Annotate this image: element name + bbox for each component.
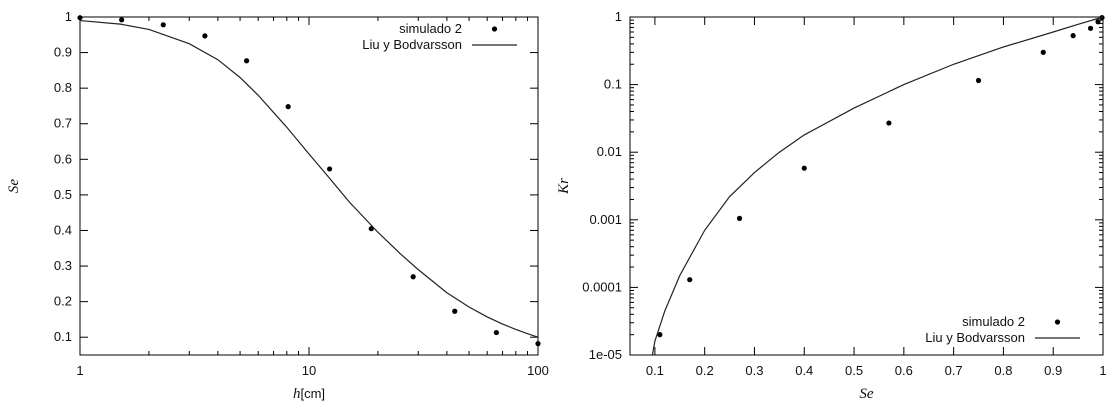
x-tick-label: 0.9 xyxy=(1044,363,1062,378)
data-point-simulado-2 xyxy=(326,166,333,172)
y-tick-label: 0.1 xyxy=(604,77,622,92)
x-tick-label: 0.8 xyxy=(994,363,1012,378)
y-tick-label: 0.2 xyxy=(54,294,72,309)
y-tick-label: 0.7 xyxy=(54,116,72,131)
x-tick-label: 0.2 xyxy=(696,363,714,378)
y-tick-label: 0.6 xyxy=(54,151,72,166)
legend-label: Liu y Bodvarsson xyxy=(925,330,1025,345)
y-tick-label: 0.0001 xyxy=(582,279,622,294)
data-point-simulado-2 xyxy=(77,15,83,21)
plot-frame xyxy=(79,16,539,356)
y-tick-label: 0.4 xyxy=(54,222,72,237)
data-point-simulado-2 xyxy=(535,341,541,347)
x-tick-label: 100 xyxy=(527,363,549,378)
x-axis-label: Se xyxy=(859,386,874,401)
chart-kr-vs-se: 0.1 0.2 0.3 0.4 0.5 0.6 0.7 0.8 0.9 1 1e-05 0.0001 0… xyxy=(556,9,1107,401)
data-point-simulado-2 xyxy=(160,22,166,28)
data-point-simulado-2 xyxy=(1070,33,1076,39)
x-tick-label: 1 xyxy=(1099,363,1106,378)
x-tick-label: 0.3 xyxy=(745,363,763,378)
x-tick-label: 1 xyxy=(76,363,83,378)
x-axis-label: h[cm] xyxy=(293,386,325,401)
x-tick-label: 0.6 xyxy=(895,363,913,378)
series-line-liu-y-bodvarsson xyxy=(651,16,1104,355)
data-point-simulado-2 xyxy=(452,308,458,314)
data-point-simulado-2 xyxy=(886,120,892,126)
data-point-simulado-2 xyxy=(975,77,982,84)
legend-point-swatch xyxy=(491,26,498,32)
y-tick-label: 1e-05 xyxy=(589,347,622,362)
x-tick-label: 0.1 xyxy=(646,363,664,378)
y-tick-label: 1 xyxy=(615,9,622,24)
x-tick-label: 0.7 xyxy=(945,363,963,378)
data-point-simulado-2 xyxy=(244,58,250,64)
data-point-simulado-2 xyxy=(410,274,416,280)
y-axis-label: Kr xyxy=(556,178,572,195)
y-tick-label: 0.3 xyxy=(54,258,72,273)
data-point-simulado-2 xyxy=(1087,25,1094,31)
data-point-simulado-2 xyxy=(801,165,807,171)
legend-label: simulado 2 xyxy=(399,21,462,36)
y-tick-label: 0.8 xyxy=(54,80,72,95)
y-tick-label: 0.5 xyxy=(54,187,72,202)
series-line-liu-y-bodvarsson xyxy=(80,19,539,338)
x-tick-label: 0.5 xyxy=(845,363,863,378)
legend-point-swatch xyxy=(1054,319,1061,325)
data-point-simulado-2 xyxy=(1040,49,1046,55)
y-axis-label: Se xyxy=(6,179,22,194)
data-point-simulado-2 xyxy=(657,332,663,338)
data-point-simulado-2 xyxy=(202,33,208,39)
data-point-simulado-2 xyxy=(736,215,743,221)
data-point-simulado-2 xyxy=(119,17,125,23)
x-tick-label: 0.4 xyxy=(795,363,813,378)
legend-label: simulado 2 xyxy=(962,314,1025,329)
x-tick-label: 10 xyxy=(302,363,316,378)
plot-frame xyxy=(629,16,1104,356)
y-tick-label: 0.01 xyxy=(597,144,622,159)
y-tick-label: 0.001 xyxy=(589,212,622,227)
y-tick-label: 1 xyxy=(65,9,72,24)
data-point-simulado-2 xyxy=(1095,19,1101,25)
legend-label: Liu y Bodvarsson xyxy=(362,37,462,52)
data-point-simulado-2 xyxy=(687,277,693,283)
data-point-simulado-2 xyxy=(493,329,499,336)
data-point-simulado-2 xyxy=(285,104,291,110)
y-tick-label: 0.1 xyxy=(54,329,72,344)
chart-se-vs-h: 1 10 100 0.1 0.2 0.3 0.4 0.5 0.6 0.7 0.8 0.9 1 h[cm] S… xyxy=(6,9,549,401)
y-tick-label: 0.9 xyxy=(54,45,72,60)
